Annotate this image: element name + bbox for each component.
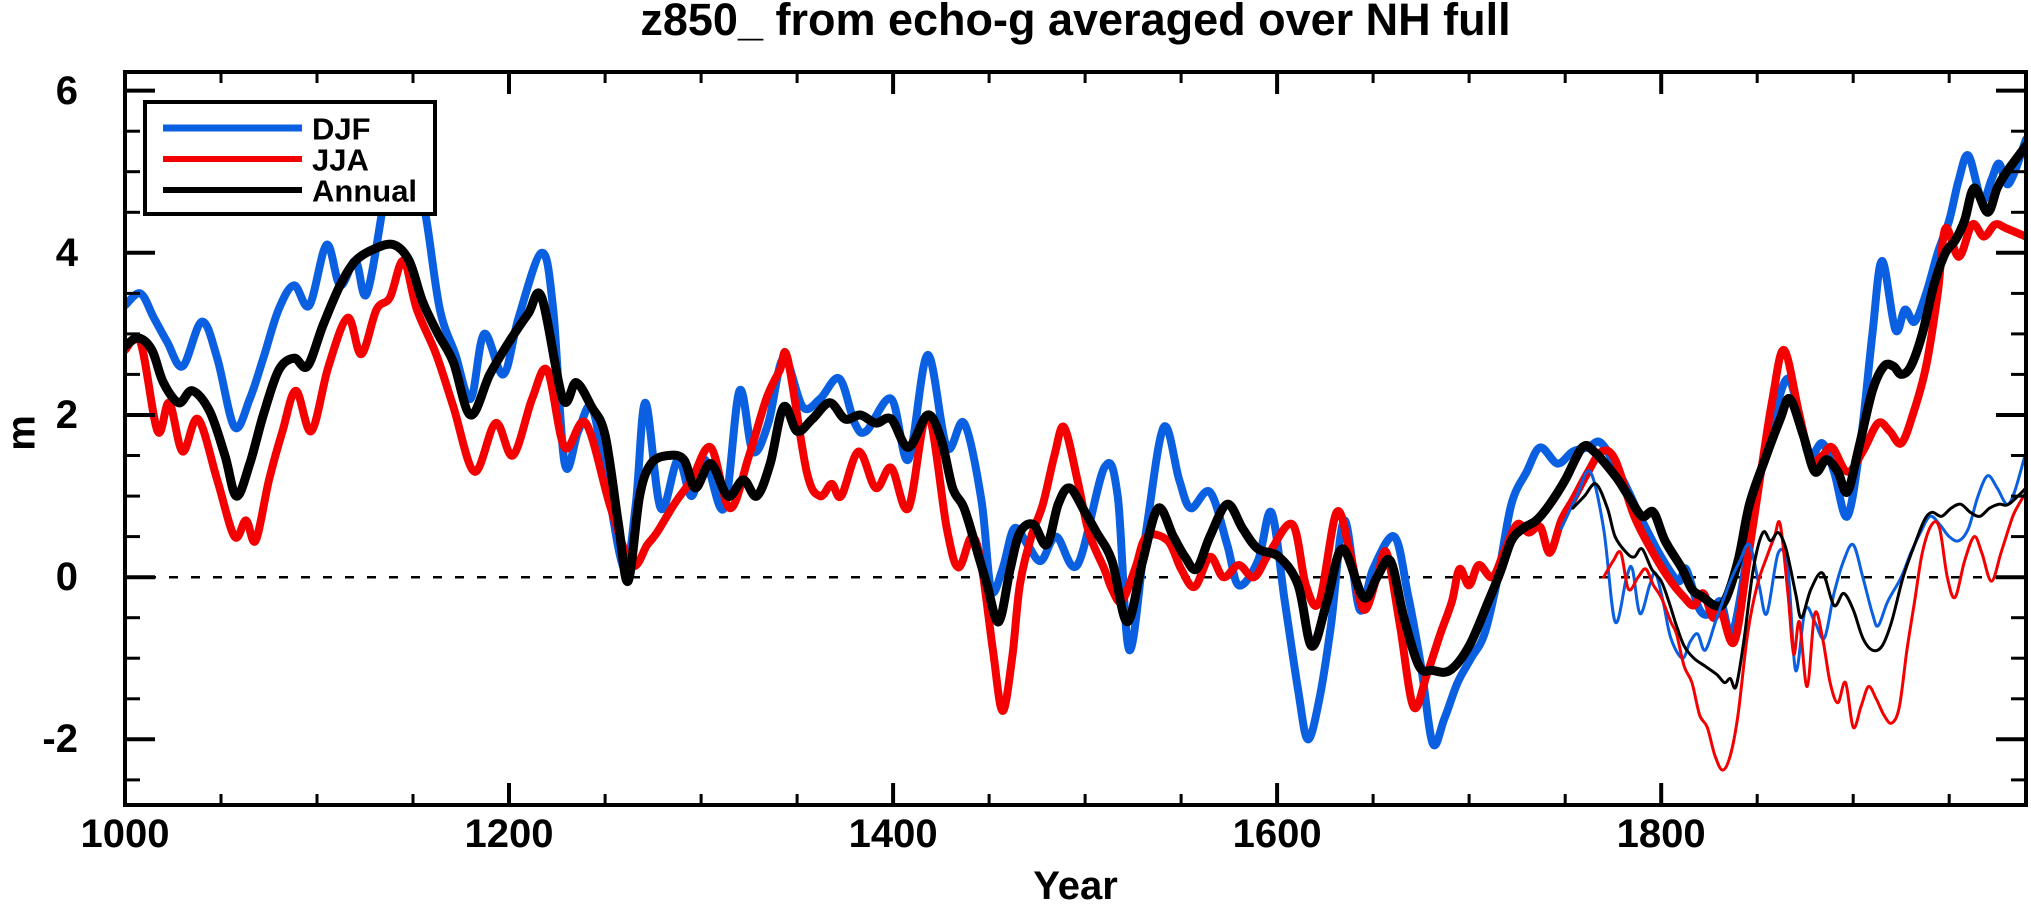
y-tick-label: 2 — [55, 392, 78, 437]
series-annual-smoothed-line — [125, 141, 2026, 677]
x-tick-label: 1800 — [1616, 812, 1706, 856]
series-jja-smoothed-line — [125, 219, 2026, 715]
x-tick-label: 1600 — [1232, 812, 1322, 856]
y-axis-label: m — [0, 415, 44, 451]
series-annual-thin-line — [1571, 482, 2026, 690]
y-tick-label: -2 — [42, 717, 78, 762]
x-axis-label: Year — [1033, 864, 1118, 908]
legend-label-jja-smoothed: JJA — [312, 143, 369, 178]
y-tick-label: 6 — [55, 68, 78, 113]
x-tick-label: 1200 — [464, 812, 554, 856]
series-jja-thin-line — [1602, 490, 2026, 772]
x-tick-label: 1000 — [80, 812, 170, 856]
y-tick-label: 0 — [55, 555, 78, 600]
chart-title: z850_ from echo-g averaged over NH full — [640, 0, 1511, 45]
series-group — [125, 100, 2026, 772]
series-djf-thin-line — [1559, 450, 2026, 672]
axes-frame — [123, 70, 2028, 807]
legend-label-djf-smoothed: DJF — [312, 112, 371, 147]
legend-label-annual-smoothed: Annual — [312, 174, 417, 209]
x-tick-label: 1400 — [848, 812, 938, 856]
y-tick-label: 4 — [55, 230, 78, 275]
